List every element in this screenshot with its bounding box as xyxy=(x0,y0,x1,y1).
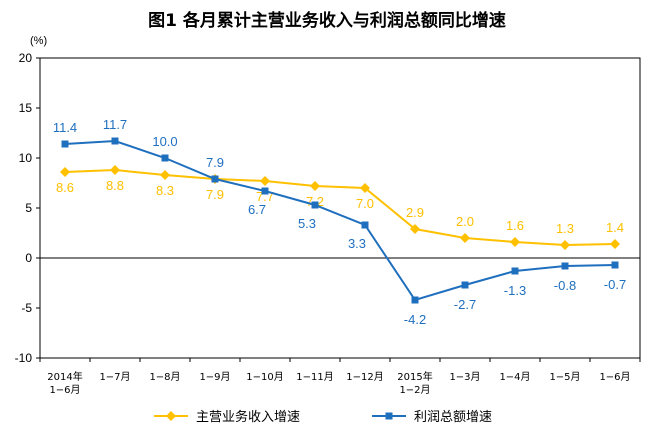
y-unit-label: (%) xyxy=(30,35,47,47)
data-point xyxy=(561,262,569,270)
data-point xyxy=(310,181,320,191)
data-point xyxy=(111,137,119,145)
data-point xyxy=(511,267,519,275)
legend-marker xyxy=(385,412,393,420)
legend-label: 利润总额增速 xyxy=(414,410,492,425)
data-label: 2.0 xyxy=(456,214,474,229)
data-point xyxy=(360,183,370,193)
data-point xyxy=(160,170,170,180)
y-tick-label: -10 xyxy=(15,351,33,365)
y-tick-label: 15 xyxy=(19,101,33,115)
x-tick-label: 2015年 xyxy=(397,370,432,383)
data-point xyxy=(460,233,470,243)
data-label: 2.9 xyxy=(406,205,424,220)
x-tick-label: 1−7月 xyxy=(99,371,130,383)
data-point xyxy=(311,201,319,209)
data-label: 1.3 xyxy=(556,221,574,236)
data-label: 6.7 xyxy=(248,202,266,217)
x-tick-label: 1−6月 xyxy=(49,384,80,396)
data-label: 7.0 xyxy=(356,196,374,211)
data-label: 10.0 xyxy=(152,134,177,149)
legend-marker xyxy=(166,411,176,421)
series-line xyxy=(64,168,616,247)
x-tick-label: 2014年 xyxy=(47,370,82,383)
data-point xyxy=(161,154,169,162)
x-tick-label: 1−8月 xyxy=(149,371,180,383)
data-label: -1.3 xyxy=(504,283,526,298)
x-tick-label: 1−2月 xyxy=(399,384,430,396)
data-label: -0.7 xyxy=(604,277,626,292)
series-line xyxy=(64,139,616,302)
data-point xyxy=(260,176,270,186)
data-point xyxy=(261,187,269,195)
data-point xyxy=(610,239,620,249)
data-point xyxy=(60,167,70,177)
y-tick-label: 10 xyxy=(19,151,33,165)
data-point xyxy=(411,296,419,304)
data-point xyxy=(211,175,219,183)
data-label: 1.4 xyxy=(606,220,624,235)
data-label: 3.3 xyxy=(348,236,366,251)
data-label: 7.9 xyxy=(206,155,224,170)
data-label: 1.6 xyxy=(506,218,524,233)
x-tick-label: 1−4月 xyxy=(499,371,530,383)
data-point xyxy=(461,281,469,289)
chart-title: 图1 各月累计主营业务收入与利润总额同比增速 xyxy=(148,11,506,31)
data-label: -2.7 xyxy=(454,297,476,312)
data-label: 5.3 xyxy=(298,216,316,231)
data-label: -0.8 xyxy=(554,278,576,293)
x-tick-label: 1−10月 xyxy=(246,371,283,383)
data-label: 8.3 xyxy=(156,183,174,198)
y-tick-label: 0 xyxy=(25,251,32,265)
y-tick-label: -5 xyxy=(21,301,32,315)
x-tick-label: 1−11月 xyxy=(296,371,333,383)
data-label: 11.7 xyxy=(103,117,127,132)
data-point xyxy=(110,165,120,175)
data-label: 7.9 xyxy=(206,187,224,202)
y-tick-label: 5 xyxy=(25,201,32,215)
plot-area xyxy=(39,57,641,359)
data-point xyxy=(410,224,420,234)
data-point xyxy=(61,140,69,148)
data-label: 8.6 xyxy=(56,180,74,195)
data-point xyxy=(510,237,520,247)
x-tick-label: 1−5月 xyxy=(549,371,580,383)
x-tick-label: 1−3月 xyxy=(449,371,480,383)
data-label: 11.4 xyxy=(53,120,77,135)
x-tick-label: 1−12月 xyxy=(346,371,383,383)
legend-label: 主营业务收入增速 xyxy=(196,409,300,425)
data-label: -4.2 xyxy=(404,312,426,327)
data-point xyxy=(560,240,570,250)
data-label: 8.8 xyxy=(106,178,124,193)
data-point xyxy=(611,261,619,269)
y-tick-label: 20 xyxy=(19,51,33,65)
x-tick-label: 1−9月 xyxy=(199,371,230,383)
data-point xyxy=(361,221,369,229)
x-tick-label: 1−6月 xyxy=(599,371,630,383)
